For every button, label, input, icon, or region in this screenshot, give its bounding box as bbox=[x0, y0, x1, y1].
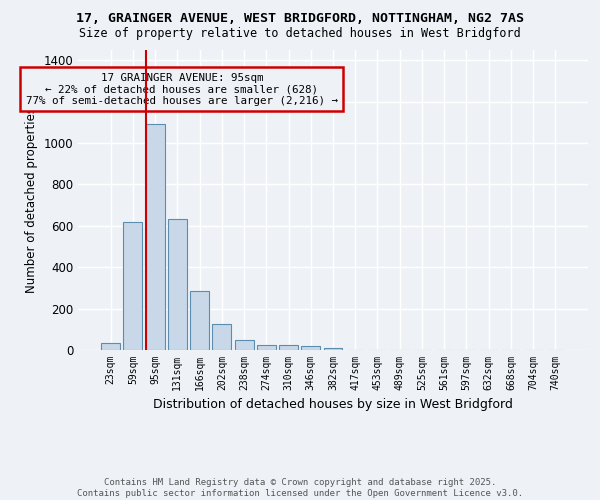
Bar bbox=[168, 218, 187, 350]
Bar bbox=[279, 346, 298, 350]
Bar bbox=[101, 343, 120, 350]
Bar bbox=[190, 291, 209, 350]
Bar bbox=[212, 324, 231, 350]
Bar bbox=[301, 346, 320, 350]
Bar bbox=[146, 124, 164, 350]
X-axis label: Distribution of detached houses by size in West Bridgford: Distribution of detached houses by size … bbox=[153, 398, 513, 411]
Y-axis label: Number of detached properties: Number of detached properties bbox=[25, 107, 38, 293]
Bar bbox=[323, 348, 343, 350]
Bar bbox=[124, 222, 142, 350]
Text: Contains HM Land Registry data © Crown copyright and database right 2025.
Contai: Contains HM Land Registry data © Crown c… bbox=[77, 478, 523, 498]
Text: 17 GRAINGER AVENUE: 95sqm
← 22% of detached houses are smaller (628)
77% of semi: 17 GRAINGER AVENUE: 95sqm ← 22% of detac… bbox=[26, 73, 338, 106]
Bar bbox=[235, 340, 254, 350]
Text: 17, GRAINGER AVENUE, WEST BRIDGFORD, NOTTINGHAM, NG2 7AS: 17, GRAINGER AVENUE, WEST BRIDGFORD, NOT… bbox=[76, 12, 524, 26]
Bar bbox=[257, 346, 276, 350]
Text: Size of property relative to detached houses in West Bridgford: Size of property relative to detached ho… bbox=[79, 28, 521, 40]
